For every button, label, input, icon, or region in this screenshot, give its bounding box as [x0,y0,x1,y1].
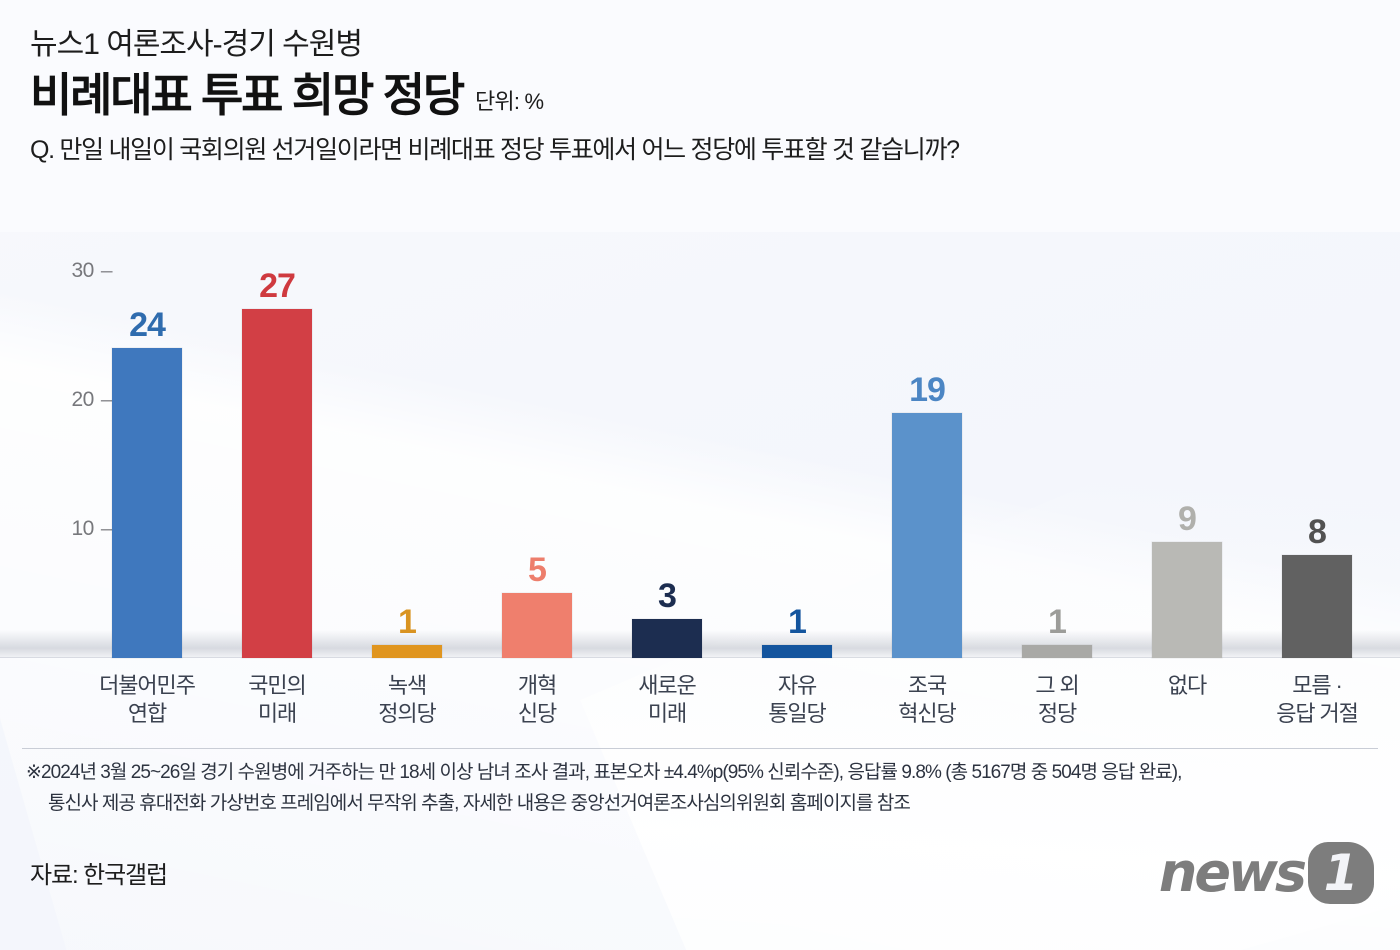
x-axis-category-label: 새로운 미래 [638,673,697,727]
plot-area: 10–20–30– 24 27 1 5 3 1 19 1 9 8 [71,232,1382,658]
bar-value-label: 1 [398,603,417,642]
bar-group[interactable]: 3 [632,579,702,658]
unit-label: 단위: % [474,88,544,114]
bar-group[interactable]: 24 [112,308,182,658]
title-row: 비례대표 투표 희망 정당 단위: % [30,68,1370,122]
bar-value-label: 1 [1048,603,1067,642]
bar-rect[interactable] [762,645,832,658]
news1-logo-numeral-badge [1308,842,1374,904]
bar-group[interactable]: 8 [1282,515,1352,658]
bar-value-label: 24 [129,306,166,345]
bar-value-label: 8 [1308,512,1327,551]
question-text: Q. 만일 내일이 국회의원 선거일이라면 비례대표 정당 투표에서 어느 정당… [30,135,960,164]
x-axis-category-label: 없다 [1167,673,1207,698]
footer-divider [22,748,1378,749]
news1-logo: news [1159,842,1374,904]
footnote-line-2: 통신사 제공 휴대전화 가상번호 프레임에서 무작위 추출, 자세한 내용은 중… [48,792,911,814]
x-axis-category-label: 자유 통일당 [768,673,827,727]
bar-rect[interactable] [1152,541,1222,658]
news1-logo-wordmark: news [1158,841,1307,904]
y-axis-tick-30: 30– [0,259,112,283]
x-axis-category-label: 녹색 정의당 [378,673,437,727]
footnote: ※2024년 3월 25~26일 경기 수원병에 거주하는 만 18세 이상 남… [26,758,1382,820]
bar-group[interactable]: 5 [502,553,572,658]
bar-group[interactable]: 1 [1022,605,1092,658]
y-axis-tick-mark: – [100,516,113,540]
bar-value-label: 3 [658,577,677,616]
kicker-text: 뉴스1 여론조사-경기 수원병 [30,28,363,61]
bar-value-label: 19 [909,370,946,409]
y-axis-tick-label: 30 [71,258,94,282]
bar-rect[interactable] [1282,554,1352,658]
y-axis-tick-label: 20 [71,387,94,411]
y-axis-tick-mark: – [100,258,113,282]
bar-value-label: 27 [259,267,296,306]
bar-rect[interactable] [1022,645,1092,658]
bar-rect[interactable] [112,348,182,658]
x-axis-labels: 더불어민주 연합 국민의 미래 녹색 정의당 개혁 신당 새로운 미래 자유 통일당 조국 … [99,672,1382,752]
page-title: 비례대표 투표 희망 정당 [30,68,465,121]
bar-group[interactable]: 1 [762,605,832,658]
y-axis-tick-20: 20– [0,388,112,412]
bar-rect[interactable] [632,619,702,658]
bar-group[interactable]: 1 [372,605,442,658]
x-axis-category-label: 국민의 미래 [248,673,307,727]
bar-rect[interactable] [372,645,442,658]
x-axis-category-label: 모름 · 응답 거절 [1276,673,1359,727]
bar-group[interactable]: 27 [242,269,312,658]
y-axis-tick-mark: – [100,387,113,411]
bar-value-label: 1 [788,603,807,642]
header: 뉴스1 여론조사-경기 수원병 비례대표 투표 희망 정당 단위: % Q. 만… [30,26,1370,166]
bar-rect[interactable] [502,593,572,658]
x-axis-category-label: 개혁 신당 [517,673,557,727]
footnote-line-1: ※2024년 3월 25~26일 경기 수원병에 거주하는 만 18세 이상 남… [26,762,1182,783]
bar-series: 24 27 1 5 3 1 19 1 9 8 [112,232,1382,658]
source-label: 자료: 한국갤럽 [30,862,168,889]
bar-value-label: 9 [1178,499,1197,538]
chart: 10–20–30– 24 27 1 5 3 1 19 1 9 8 더불어민주 연합 국민의 미래 녹색… [0,232,1400,740]
x-axis-category-label: 더불어민주 연합 [99,673,196,727]
bar-rect[interactable] [242,309,312,658]
x-axis-category-label: 그 외 정당 [1035,673,1079,727]
bar-value-label: 5 [528,551,547,590]
x-axis-category-label: 조국 혁신당 [898,673,957,727]
bar-rect[interactable] [892,412,962,658]
y-axis-tick-10: 10– [0,517,112,541]
bar-group[interactable]: 9 [1152,502,1222,658]
bar-group[interactable]: 19 [892,373,962,658]
y-axis-tick-label: 10 [71,516,94,540]
